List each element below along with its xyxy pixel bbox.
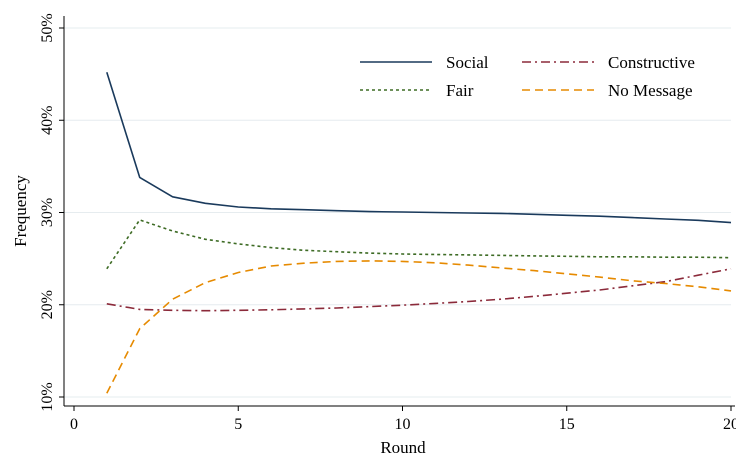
- series-line-constructive: [106, 268, 732, 312]
- series-lines: [106, 72, 732, 394]
- series-line-no-message: [106, 260, 732, 394]
- x-tick-label: 20: [723, 416, 736, 433]
- legend-label-fair: Fair: [446, 81, 474, 100]
- series-line-fair: [106, 219, 732, 270]
- y-tick-label: 20%: [39, 290, 56, 319]
- x-tick-label: 15: [559, 416, 575, 433]
- x-tick-label: 0: [70, 416, 78, 433]
- axes: 10% 20% 30% 40% 50% 0 5 10 15 20: [39, 13, 736, 433]
- legend: Social Constructive Fair No Message: [360, 53, 695, 100]
- x-tick-label: 5: [234, 416, 242, 433]
- y-tick-label: 40%: [39, 106, 56, 135]
- legend-label-constructive: Constructive: [608, 53, 695, 72]
- legend-label-no-message: No Message: [608, 81, 693, 100]
- x-tick-label: 10: [395, 416, 411, 433]
- y-tick-label: 10%: [39, 382, 56, 411]
- x-axis-title: Round: [380, 438, 426, 457]
- y-axis-title: Frequency: [11, 175, 30, 247]
- series-line-social: [106, 72, 732, 224]
- y-tick-label: 50%: [39, 13, 56, 42]
- legend-label-social: Social: [446, 53, 489, 72]
- y-tick-label: 30%: [39, 198, 56, 227]
